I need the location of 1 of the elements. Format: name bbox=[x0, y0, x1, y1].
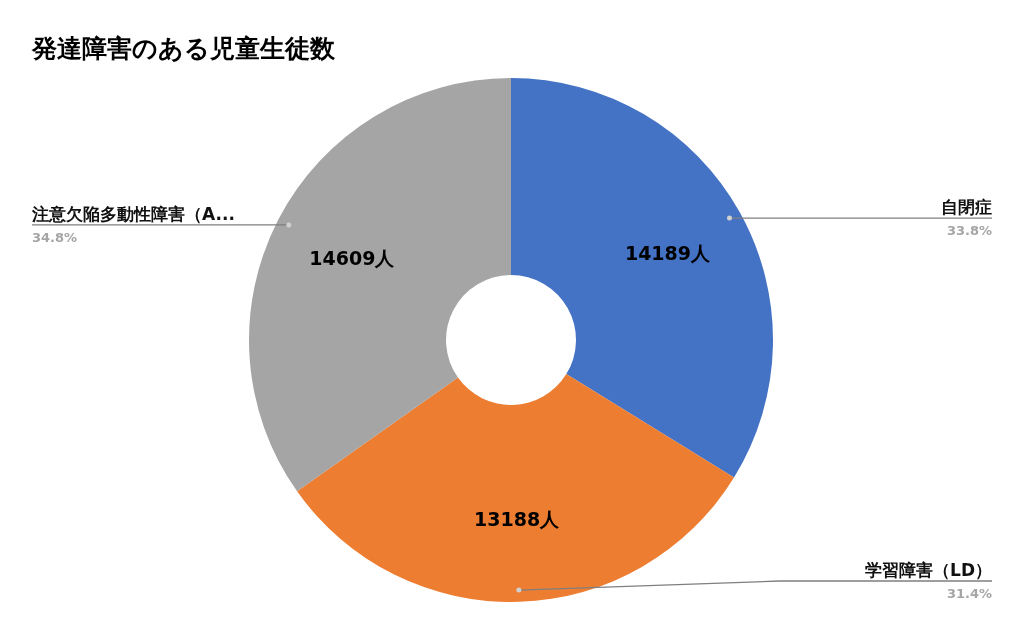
title: 発達障害のある児童生徒数 bbox=[32, 34, 335, 63]
